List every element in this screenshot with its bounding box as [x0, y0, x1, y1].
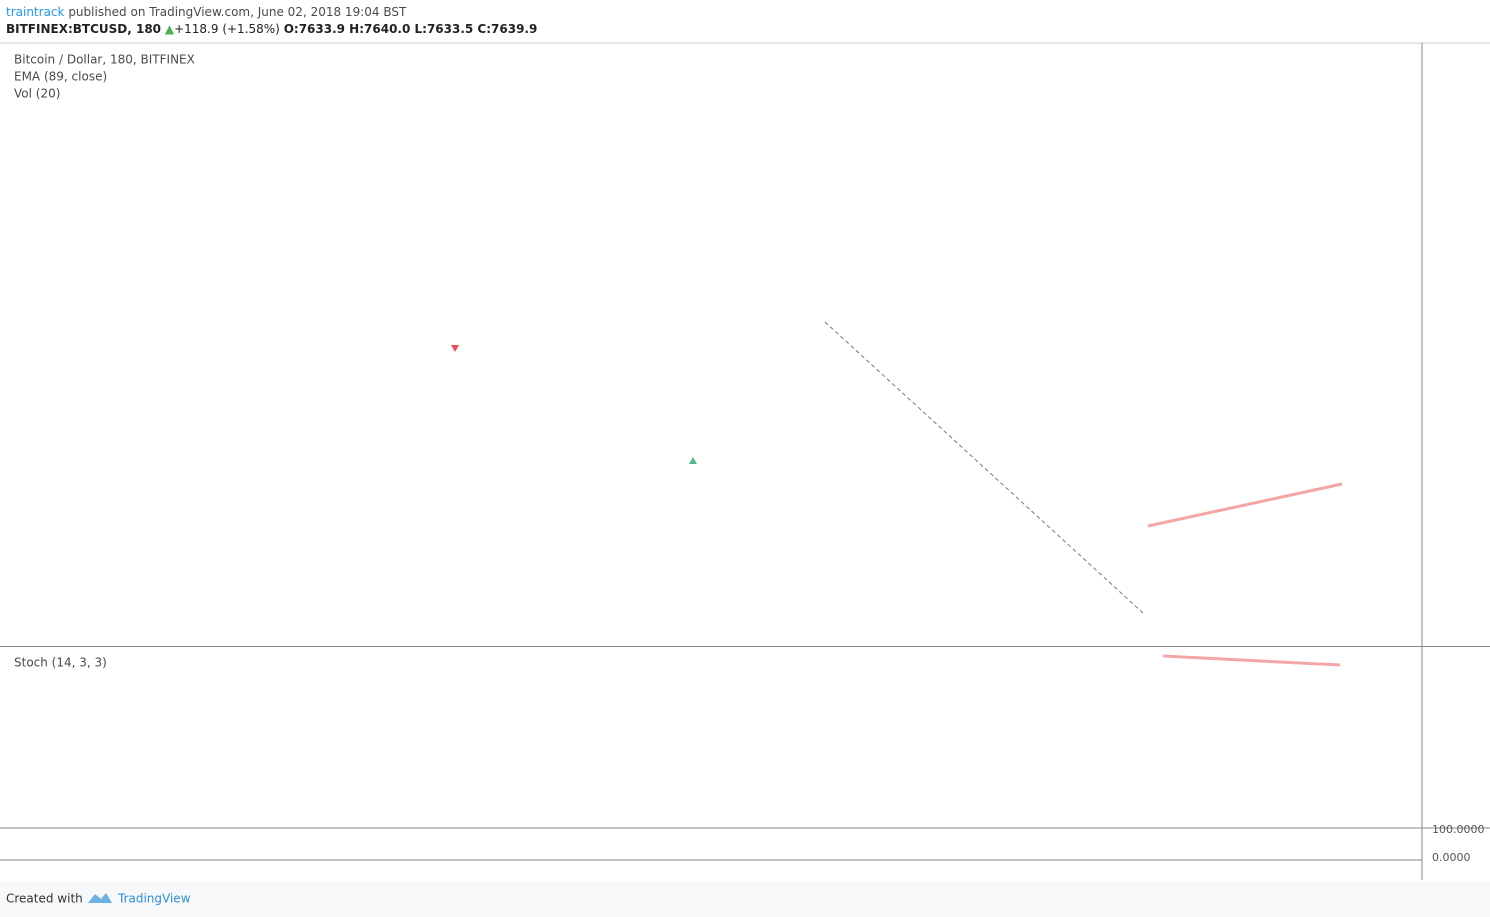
header-line: traintrack published on TradingView.com,…	[6, 5, 407, 19]
legend-stoch: Stoch (14, 3, 3)	[14, 656, 107, 670]
pane-label: 100.0000	[1432, 823, 1485, 836]
footer-text: Created with	[6, 892, 83, 906]
footer-brand[interactable]: TradingView	[117, 892, 191, 906]
signal-marker	[451, 345, 459, 352]
legend-ema: EMA (89, close)	[14, 70, 107, 84]
pane-label: 0.0000	[1432, 851, 1471, 864]
symbol-line: BITFINEX:BTCUSD, 180 ▲+118.9 (+1.58%) O:…	[6, 22, 537, 36]
symbol: BITFINEX:BTCUSD, 180	[6, 22, 161, 36]
trend-line[interactable]	[1147, 482, 1343, 528]
fib-trend-line[interactable]	[824, 321, 1144, 614]
ohlc: O:7633.9 H:7640.0 L:7633.5 C:7639.9	[284, 22, 538, 36]
published: published on TradingView.com, June 02, 2…	[68, 5, 407, 19]
drawings	[451, 321, 1343, 667]
arrow: ▲	[165, 22, 175, 36]
author[interactable]: traintrack	[6, 5, 65, 19]
legend-volume: Vol (20)	[14, 87, 60, 101]
trend-line[interactable]	[1162, 654, 1341, 667]
legend-title: Bitcoin / Dollar, 180, BITFINEX	[14, 53, 195, 67]
logo	[88, 893, 112, 903]
signal-marker	[689, 457, 697, 464]
change: +118.9 (+1.58%)	[174, 22, 280, 36]
footer-bar	[0, 882, 1490, 917]
